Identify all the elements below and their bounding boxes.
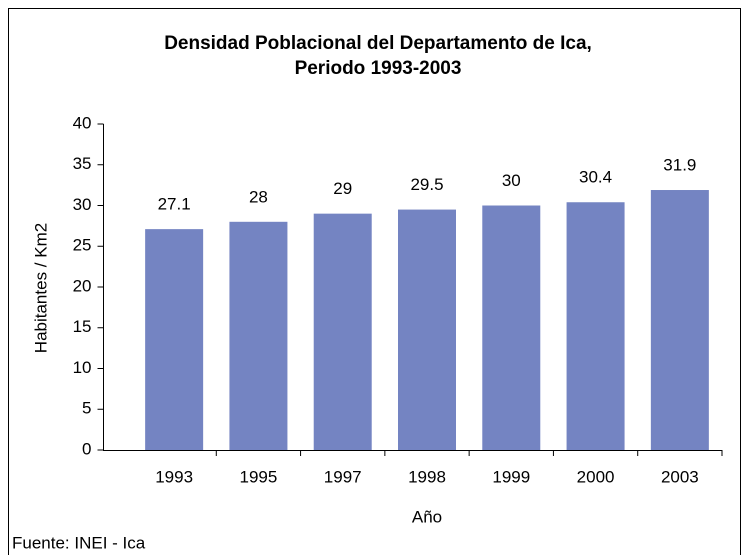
x-tick-label: 2000 xyxy=(577,467,615,486)
value-label: 28 xyxy=(249,187,268,206)
bar xyxy=(566,202,625,450)
bar xyxy=(482,205,541,450)
value-label: 29.5 xyxy=(410,175,443,194)
source: Fuente: INEI - Ica xyxy=(12,533,146,552)
value-label: 27.1 xyxy=(158,195,191,214)
bar xyxy=(145,229,204,450)
y-tick-label: 25 xyxy=(73,236,92,255)
x-tick-label: 2003 xyxy=(661,467,699,486)
bar xyxy=(650,190,709,450)
x-tick-label: 1997 xyxy=(324,467,362,486)
y-axis-label: Habitantes / Km2 xyxy=(31,223,50,353)
chart-title: Densidad Poblacional del Departamento de… xyxy=(164,33,592,54)
x-tick-label: 1993 xyxy=(155,467,193,486)
frame xyxy=(8,8,741,555)
y-tick-label: 30 xyxy=(73,195,92,214)
value-label: 29 xyxy=(333,179,352,198)
y-tick-label: 5 xyxy=(82,399,91,418)
y-tick-label: 0 xyxy=(82,439,91,458)
x-tick-label: 1998 xyxy=(408,467,446,486)
y-tick-label: 15 xyxy=(73,317,92,336)
bar xyxy=(398,209,456,450)
y-tick-label: 40 xyxy=(73,113,92,132)
bar xyxy=(229,221,288,450)
x-tick-label: 1995 xyxy=(240,467,278,486)
value-label: 30.4 xyxy=(579,168,612,187)
x-tick-label: 1999 xyxy=(492,467,530,486)
bar xyxy=(313,213,372,450)
chart-title: Periodo 1993-2003 xyxy=(295,58,462,79)
value-label: 30 xyxy=(502,171,521,190)
x-axis-label: Año xyxy=(412,507,442,526)
y-tick-label: 35 xyxy=(73,154,92,173)
y-tick-label: 20 xyxy=(73,276,92,295)
y-tick-label: 10 xyxy=(73,358,92,377)
value-label: 31.9 xyxy=(663,155,696,174)
